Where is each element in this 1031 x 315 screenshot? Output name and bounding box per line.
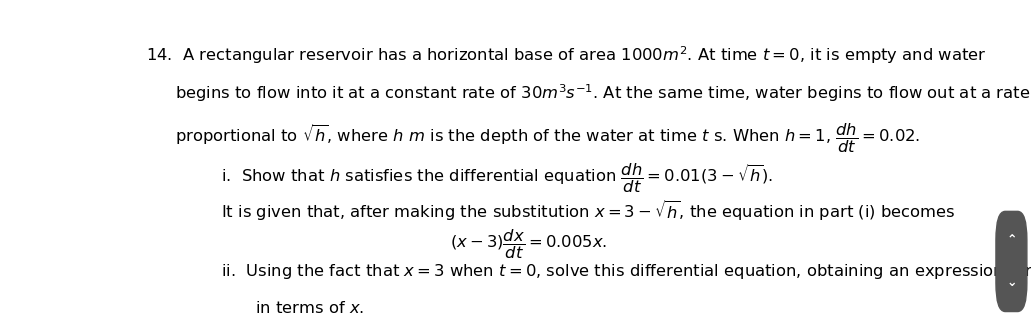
Text: It is given that, after making the substitution $x = 3 - \sqrt{h}$, the equation: It is given that, after making the subst… xyxy=(221,198,956,223)
Text: begins to flow into it at a constant rate of 30$m^3s^{-1}$. At the same time, wa: begins to flow into it at a constant rat… xyxy=(175,83,1030,104)
Text: ⌄: ⌄ xyxy=(1006,276,1017,289)
Text: ⌃: ⌃ xyxy=(1006,234,1017,247)
Text: 14.  A rectangular reservoir has a horizontal base of area 1000$m^2$. At time $t: 14. A rectangular reservoir has a horizo… xyxy=(146,44,987,66)
Text: in terms of $x$.: in terms of $x$. xyxy=(255,300,364,315)
FancyBboxPatch shape xyxy=(996,211,1027,312)
Text: i.  Show that $h$ satisfies the differential equation $\dfrac{dh}{dt} = 0.01(3 -: i. Show that $h$ satisfies the different… xyxy=(221,162,773,195)
Text: proportional to $\sqrt{h}$, where $h$ $m$ is the depth of the water at time $t$ : proportional to $\sqrt{h}$, where $h$ $m… xyxy=(175,122,921,155)
Text: ii.  Using the fact that $x = 3$ when $t = 0$, solve this differential equation,: ii. Using the fact that $x = 3$ when $t … xyxy=(221,262,1031,281)
Text: $(x - 3)\dfrac{dx}{dt} = 0.005x.$: $(x - 3)\dfrac{dx}{dt} = 0.005x.$ xyxy=(450,228,607,261)
